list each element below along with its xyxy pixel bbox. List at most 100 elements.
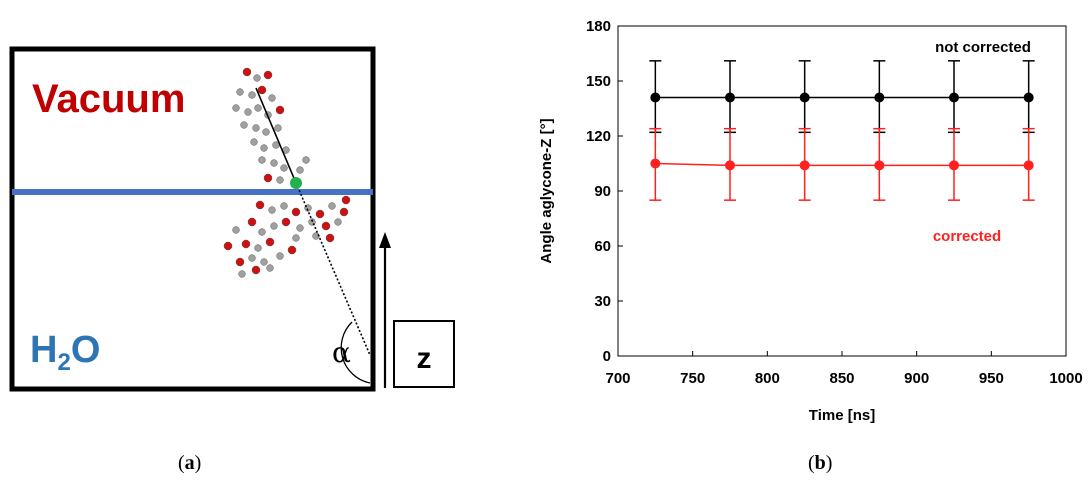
data-point	[874, 92, 885, 103]
y-tick-label: 30	[594, 293, 611, 310]
carbon-atom	[280, 164, 288, 172]
center-of-mass-marker	[290, 177, 302, 189]
series-line	[655, 162, 1029, 167]
carbon-atom	[280, 202, 288, 210]
carbon-atom	[268, 206, 276, 214]
water-label-o: O	[71, 329, 101, 371]
oxygen-atom	[325, 233, 335, 243]
caption-a-letter: a	[184, 452, 195, 474]
data-point	[650, 158, 661, 169]
oxygen-atom	[339, 207, 349, 217]
carbon-atom	[248, 254, 256, 262]
oxygen-atom	[315, 209, 325, 219]
oxygen-atom	[263, 173, 273, 183]
y-tick-label: 90	[594, 183, 611, 200]
angle-arc	[340, 321, 371, 384]
carbon-atom	[236, 88, 244, 96]
water-label: H2O	[30, 329, 100, 376]
carbon-atom	[270, 159, 278, 167]
oxygen-atom	[251, 265, 261, 275]
carbon-atom	[250, 138, 258, 146]
y-tick-label: 150	[586, 73, 611, 90]
carbon-atom	[254, 244, 262, 252]
oxygen-atom	[341, 195, 351, 205]
series-corrected	[649, 127, 1035, 201]
carbon-atom	[240, 121, 248, 129]
y-tick-label: 60	[594, 238, 611, 255]
y-tick-label: 0	[603, 348, 611, 365]
oxygen-atom	[223, 241, 233, 251]
carbon-atom	[296, 224, 304, 232]
data-point	[725, 92, 735, 103]
oxygen-atom	[257, 85, 267, 95]
data-point	[650, 92, 661, 103]
carbon-atom	[260, 144, 268, 152]
alpha-symbol: α	[332, 336, 351, 369]
caption-b-letter: b	[814, 452, 826, 474]
carbon-atom	[253, 74, 261, 82]
carbon-atom	[232, 226, 240, 234]
oxygen-atom	[235, 257, 245, 267]
carbon-atom	[266, 264, 274, 272]
oxygen-atom	[241, 239, 251, 249]
x-tick-label: 900	[904, 370, 929, 387]
z-label: z	[417, 342, 432, 375]
carbon-atom	[292, 234, 300, 242]
carbon-atom	[260, 258, 268, 266]
carbon-atom	[238, 270, 246, 278]
x-tick-label: 750	[680, 370, 705, 387]
x-tick-label: 950	[979, 370, 1004, 387]
carbon-atom	[296, 166, 304, 174]
carbon-atom	[328, 202, 336, 210]
data-point	[949, 160, 959, 171]
carbon-atom	[276, 252, 284, 260]
carbon-atom	[270, 222, 278, 230]
oxygen-atom	[255, 200, 265, 210]
carbon-atom	[258, 156, 266, 164]
x-tick-label: 700	[605, 370, 630, 387]
data-point	[725, 160, 735, 171]
caption-b-close: )	[825, 452, 833, 474]
data-point	[949, 92, 959, 103]
carbon-atom	[302, 156, 310, 164]
data-point	[874, 160, 885, 171]
carbon-atom	[254, 104, 262, 112]
x-axis-label: Time [ns]	[809, 407, 875, 424]
oxygen-atom	[321, 221, 331, 231]
oxygen-atom	[265, 237, 275, 247]
oxygen-atom	[275, 105, 285, 115]
plot-frame	[617, 25, 1067, 357]
legend-not-corrected: not corrected	[935, 39, 1031, 56]
y-axis-ticks: 0 30 60 90 120 150 180	[586, 18, 623, 365]
carbon-atom	[258, 228, 266, 236]
vacuum-label: Vacuum	[32, 77, 185, 121]
data-point	[799, 92, 810, 103]
carbon-atom	[232, 104, 240, 112]
carbon-atom	[274, 124, 282, 132]
oxygen-atom	[287, 245, 297, 255]
y-tick-label: 120	[586, 128, 611, 145]
caption-a: (a)	[178, 452, 201, 475]
legend-corrected: corrected	[933, 228, 1001, 245]
caption-b-open: (	[808, 452, 815, 474]
carbon-atom	[244, 108, 252, 116]
x-axis-ticks: 700 750 800 850 900 950 1000	[605, 351, 1083, 387]
oxygen-atom	[263, 70, 273, 80]
oxygen-atom	[242, 67, 252, 77]
series-not-corrected	[649, 60, 1035, 134]
water-label-sub: 2	[57, 349, 70, 376]
oxygen-atom	[291, 207, 301, 217]
x-tick-label: 1000	[1049, 370, 1082, 387]
oxygen-atom	[281, 217, 291, 227]
z-label-box	[393, 320, 455, 388]
oxygen-atom	[247, 217, 257, 227]
data-point	[799, 160, 810, 171]
carbon-atom	[276, 176, 284, 184]
x-tick-label: 850	[829, 370, 854, 387]
panel-a-schematic: Vacuum H2O α z	[9, 46, 455, 392]
caption-a-close: )	[194, 452, 202, 474]
data-point	[1023, 92, 1034, 103]
x-tick-label: 800	[755, 370, 780, 387]
molecule-axis-dotted	[295, 182, 371, 356]
